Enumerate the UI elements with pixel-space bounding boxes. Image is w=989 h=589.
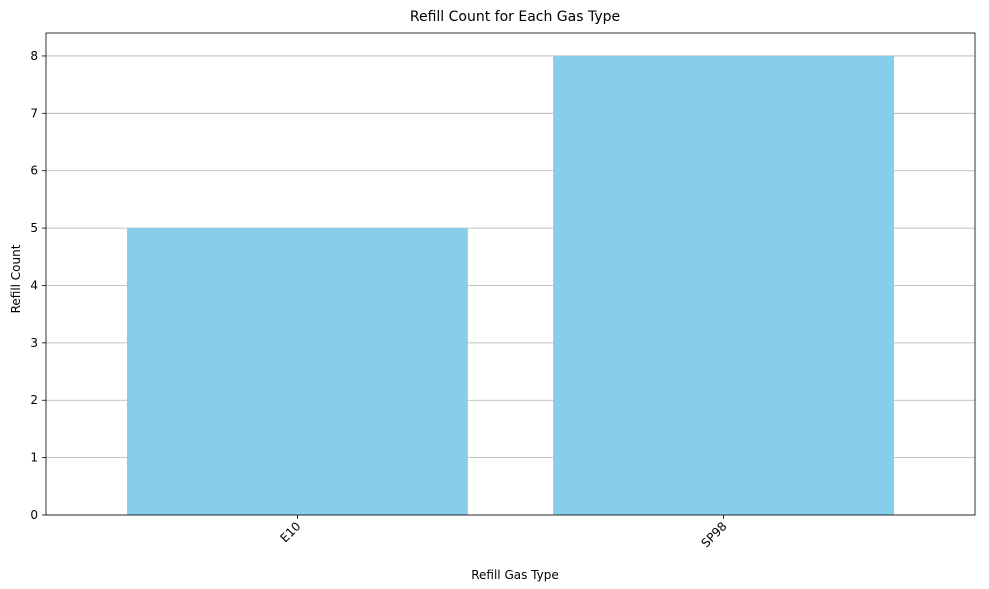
bars — [126, 55, 895, 515]
y-tick-label: 1 — [30, 451, 38, 465]
y-tick-label: 2 — [30, 393, 38, 407]
y-tick-label: 3 — [30, 336, 38, 350]
y-tick-label: 6 — [30, 164, 38, 178]
y-tick-label: 7 — [30, 106, 38, 120]
x-ticks: E10 SP98 — [277, 515, 730, 550]
x-axis-label: Refill Gas Type — [471, 568, 559, 582]
y-ticks: 0 1 2 3 4 5 6 7 8 — [30, 49, 46, 522]
y-tick-label: 4 — [30, 278, 38, 292]
y-tick-label: 5 — [30, 221, 38, 235]
plot-frame — [45, 32, 976, 516]
chart-title: Refill Count for Each Gas Type — [410, 9, 620, 25]
x-tick-label: E10 — [277, 519, 303, 545]
axes — [45, 32, 976, 516]
y-tick-label: 0 — [30, 508, 38, 522]
y-tick-label: 8 — [30, 49, 38, 63]
bar-sp98 — [553, 55, 895, 515]
y-axis-label: Refill Count — [9, 244, 23, 313]
x-tick-label: SP98 — [698, 519, 729, 550]
bar-e10 — [126, 228, 468, 515]
